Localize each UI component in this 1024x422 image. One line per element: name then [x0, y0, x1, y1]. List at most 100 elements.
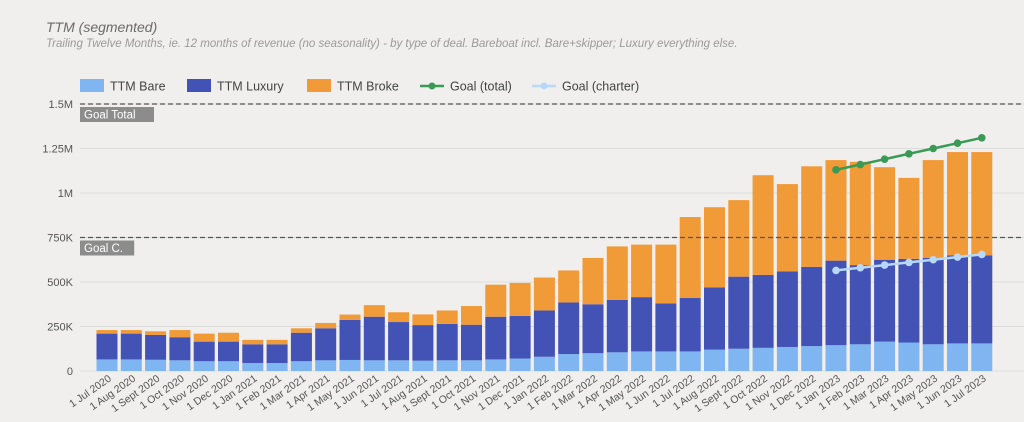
- bar-ttm-broke: [728, 200, 750, 277]
- bar-ttm-broke: [266, 339, 288, 345]
- legend-label: Goal (total): [450, 80, 512, 94]
- bar-ttm-luxury: [96, 333, 118, 360]
- y-tick-label: 750K: [47, 233, 73, 245]
- bar-ttm-luxury: [290, 332, 312, 362]
- bar-ttm-luxury: [922, 257, 944, 345]
- bar-ttm-bare: [363, 360, 385, 371]
- bar-ttm-bare: [631, 351, 653, 371]
- bar-ttm-luxury: [485, 316, 507, 360]
- y-tick-label: 0: [67, 366, 73, 378]
- bar-ttm-broke: [971, 152, 993, 256]
- bar-ttm-broke: [388, 312, 410, 323]
- bar-ttm-luxury: [801, 266, 823, 347]
- bar-ttm-bare: [120, 359, 142, 371]
- bar-ttm-broke: [120, 330, 142, 334]
- bar-ttm-broke: [874, 167, 896, 260]
- bar-ttm-bare: [509, 358, 531, 371]
- bar-ttm-broke: [922, 160, 944, 258]
- bar-ttm-luxury: [315, 328, 337, 361]
- bar-ttm-broke: [339, 314, 361, 320]
- bar-ttm-luxury: [704, 287, 725, 350]
- bar-ttm-bare: [971, 343, 993, 371]
- bar-ttm-broke: [825, 160, 847, 261]
- chart-title: TTM (segmented): [46, 19, 158, 35]
- bar-ttm-luxury: [145, 334, 167, 360]
- y-tick-label: 1.5M: [49, 99, 73, 111]
- bar-ttm-luxury: [776, 271, 798, 347]
- bar-ttm-bare: [679, 351, 701, 371]
- bar-ttm-bare: [193, 361, 215, 371]
- bar-ttm-broke: [533, 277, 555, 311]
- bar-ttm-bare: [169, 360, 191, 371]
- bar-ttm-bare: [801, 346, 823, 371]
- bar-ttm-luxury: [412, 325, 434, 361]
- bar-ttm-luxury: [509, 315, 531, 359]
- legend-swatch-dot: [428, 82, 436, 90]
- bar-ttm-bare: [947, 343, 968, 371]
- bar-ttm-broke: [485, 284, 507, 317]
- legend-item-goal-total: Goal (total): [420, 80, 512, 94]
- bar-ttm-broke: [582, 257, 604, 305]
- bar-ttm-luxury: [655, 303, 677, 352]
- bar-ttm-bare: [339, 359, 361, 371]
- bar-ttm-bare: [145, 359, 167, 371]
- bar-ttm-broke: [558, 270, 580, 303]
- bar-ttm-broke: [363, 305, 385, 317]
- bar-ttm-broke: [218, 332, 239, 342]
- bar-ttm-luxury: [169, 337, 191, 361]
- bar-ttm-luxury: [631, 297, 653, 352]
- bar-ttm-luxury: [363, 316, 385, 361]
- legend-item-ttm-broke: TTM Broke: [307, 79, 399, 94]
- bar-ttm-bare: [606, 352, 628, 371]
- bar-ttm-broke: [606, 246, 628, 300]
- bar-ttm-bare: [96, 359, 118, 371]
- y-tick-label: 250K: [47, 322, 73, 334]
- bar-ttm-broke: [193, 333, 215, 342]
- bar-ttm-bare: [704, 349, 725, 371]
- reference-label-text: Goal Total: [84, 110, 136, 122]
- bar-ttm-bare: [436, 360, 458, 371]
- bar-ttm-broke: [655, 244, 677, 304]
- bar-ttm-bare: [461, 360, 482, 371]
- bar-ttm-bare: [388, 360, 410, 371]
- chart-subtitle: Trailing Twelve Months, ie. 12 months of…: [46, 38, 738, 50]
- legend-item-ttm-luxury: TTM Luxury: [187, 79, 284, 94]
- point-goal-charter: [929, 255, 937, 264]
- legend-item-goal-charter: Goal (charter): [532, 80, 639, 94]
- bar-ttm-bare: [290, 361, 312, 371]
- bar-ttm-luxury: [218, 341, 239, 362]
- y-tick-label: 500K: [47, 277, 73, 289]
- bar-ttm-bare: [412, 360, 434, 371]
- bar-ttm-bare: [315, 360, 337, 371]
- bar-ttm-broke: [96, 330, 118, 334]
- bar-ttm-broke: [849, 161, 871, 266]
- legend-swatch: [307, 79, 331, 92]
- bar-ttm-broke: [169, 330, 191, 338]
- legend-item-ttm-bare: TTM Bare: [80, 79, 166, 94]
- bar-ttm-bare: [776, 346, 798, 371]
- bar-ttm-broke: [315, 322, 337, 329]
- legend-swatch-dot: [540, 82, 548, 90]
- point-goal-total: [832, 166, 840, 174]
- bar-ttm-luxury: [388, 322, 410, 361]
- bar-ttm-bare: [874, 341, 896, 371]
- bar-ttm-broke: [461, 306, 482, 325]
- point-goal-total: [856, 160, 865, 169]
- bar-ttm-luxury: [558, 302, 580, 355]
- bar-ttm-luxury: [266, 344, 288, 363]
- bar-ttm-luxury: [874, 259, 896, 342]
- bar-ttm-luxury: [436, 323, 458, 361]
- bar-ttm-broke: [242, 339, 264, 345]
- bar-ttm-broke: [412, 314, 434, 326]
- point-goal-charter: [905, 258, 913, 267]
- bar-ttm-broke: [679, 217, 701, 299]
- bar-ttm-bare: [218, 361, 239, 371]
- reference-label-text: Goal C.: [84, 243, 123, 255]
- bar-ttm-bare: [752, 347, 774, 371]
- point-goal-charter: [880, 261, 889, 269]
- bar-ttm-luxury: [849, 265, 871, 345]
- point-goal-total: [880, 155, 889, 163]
- bar-ttm-luxury: [898, 258, 920, 343]
- point-goal-charter: [978, 250, 986, 259]
